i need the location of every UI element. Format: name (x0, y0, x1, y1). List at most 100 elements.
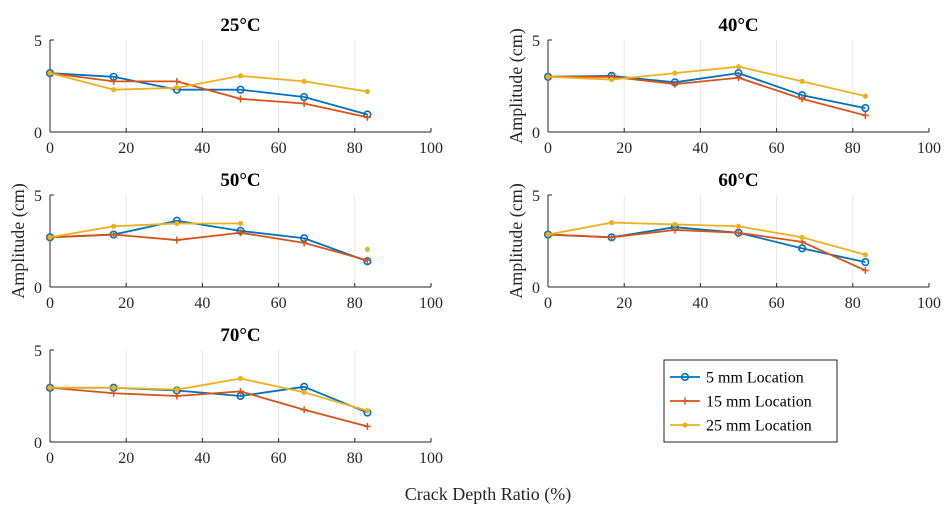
data-point-dot-3 (672, 221, 678, 228)
series-line (49, 72, 368, 119)
data-point-circle-6 (861, 258, 870, 267)
data-point-plus-4 (735, 229, 742, 237)
y-axis-title: Amplitude (cm) (506, 183, 527, 298)
x-tick-label: 100 (917, 295, 941, 312)
subplot-grid: 0 20 40 60 80 100 0 5 25°C 0 20 40 60 80 100 0 5 40°C Ampl… (8, 15, 941, 467)
data-point-dot-5 (301, 78, 307, 84)
series-line (49, 72, 368, 93)
series-3 (545, 220, 868, 258)
x-tick-label: 0 (46, 140, 54, 157)
data-point-dot-3 (174, 386, 180, 393)
y-tick-label: 0 (532, 280, 540, 297)
subplot-1: 0 20 40 60 80 100 0 5 25°C (34, 15, 443, 157)
series-line (49, 219, 368, 263)
data-point-dot-1 (47, 385, 53, 391)
data-point-plus-2 (608, 233, 616, 241)
x-tick-label: 0 (46, 450, 54, 467)
x-tick-label: 20 (118, 140, 134, 157)
data-point-plus-6 (363, 256, 371, 264)
data-point-dot-1 (47, 70, 53, 76)
data-point-circle-4 (236, 85, 245, 94)
y-tick-label: 0 (34, 435, 42, 452)
legend-label: 15 mm Location (706, 394, 812, 411)
subplot-title: 25°C (220, 15, 260, 36)
subplot-4: 0 20 40 60 80 100 0 5 60°C Amplitude (cm) (506, 170, 941, 312)
series-1 (45, 69, 372, 119)
x-tick-label: 100 (419, 295, 443, 312)
subplot-2: 0 20 40 60 80 100 0 5 40°C Amplitude (cm) (506, 15, 941, 157)
data-point-plus-3 (173, 236, 181, 244)
data-point-circle-legend (680, 372, 690, 382)
data-point-plus-5 (798, 95, 806, 103)
data-point-dot-5 (799, 78, 805, 84)
data-point-dot-2 (111, 385, 117, 391)
x-tick-label: 40 (692, 295, 708, 312)
series-line (50, 385, 368, 414)
series-2 (544, 226, 869, 274)
subplot-title: 70°C (220, 325, 260, 346)
y-tick-label: 5 (34, 188, 42, 205)
x-tick-label: 80 (347, 450, 363, 467)
data-point-dot-4 (237, 220, 244, 227)
x-tick-label: 60 (271, 450, 287, 467)
data-point-dot-3 (174, 220, 180, 227)
x-tick-label: 80 (845, 140, 861, 157)
y-tick-label: 5 (34, 343, 42, 360)
data-point-plus-6 (363, 113, 371, 121)
data-point-dot-1 (545, 231, 551, 238)
data-point-plus-2 (110, 389, 118, 397)
data-point-plus-4 (237, 387, 244, 395)
data-point-plus-3 (173, 77, 181, 85)
data-point-plus-5 (300, 406, 308, 414)
series-3 (545, 64, 868, 99)
series-3 (47, 70, 370, 95)
x-tick-label: 20 (616, 295, 632, 312)
data-point-plus-3 (671, 80, 679, 88)
data-point-dot-6 (364, 408, 370, 414)
legend: 5 mm Location 15 mm Location 25 mm Locatio… (663, 359, 838, 443)
subplot-3: 0 20 40 60 80 100 0 5 50°C Amplitude (cm) (8, 170, 443, 312)
y-axis-title: Amplitude (cm) (506, 28, 527, 143)
data-point-plus-4 (237, 95, 244, 103)
series-2 (46, 69, 371, 121)
series-1 (45, 216, 372, 266)
series-line (547, 229, 866, 272)
series-line (547, 226, 866, 264)
data-point-plus-6 (861, 111, 869, 119)
series-3 (47, 375, 370, 414)
data-point-dot-2 (609, 220, 615, 226)
data-point-dot-3 (672, 70, 678, 76)
x-tick-label: 60 (271, 140, 287, 157)
data-point-plus-6 (363, 422, 371, 430)
data-point-dot-legend (682, 422, 688, 428)
data-point-circle-6 (861, 103, 870, 113)
y-tick-label: 5 (532, 188, 540, 205)
data-point-dot-2 (111, 223, 117, 229)
data-point-dot-5 (301, 389, 307, 395)
legend-entry-3: 25 mm Location (670, 418, 812, 435)
series-line (547, 221, 866, 256)
data-point-dot-6 (364, 246, 370, 252)
data-point-dot-1 (545, 74, 551, 80)
subplot-title: 60°C (718, 170, 758, 191)
series-line (547, 65, 866, 97)
x-tick-label: 40 (194, 140, 210, 157)
x-tick-label: 40 (194, 295, 210, 312)
subplot-5: 0 20 40 60 80 100 0 5 70°C (34, 325, 443, 467)
data-point-plus-2 (110, 231, 118, 239)
data-point-plus-3 (173, 392, 181, 400)
y-tick-label: 0 (532, 125, 540, 142)
x-tick-label: 20 (616, 140, 632, 157)
legend-entry-2: 15 mm Location (670, 394, 812, 411)
x-tick-label: 80 (347, 295, 363, 312)
x-tick-label: 80 (845, 295, 861, 312)
x-tick-label: 20 (118, 450, 134, 467)
data-point-plus-4 (237, 229, 244, 237)
data-point-dot-5 (799, 234, 805, 240)
subplot-title: 50°C (220, 170, 260, 191)
series-line (50, 377, 368, 412)
data-point-plus-4 (735, 74, 742, 82)
data-point-dot-6 (862, 93, 868, 99)
y-tick-label: 0 (34, 280, 42, 297)
y-tick-label: 5 (532, 33, 540, 50)
